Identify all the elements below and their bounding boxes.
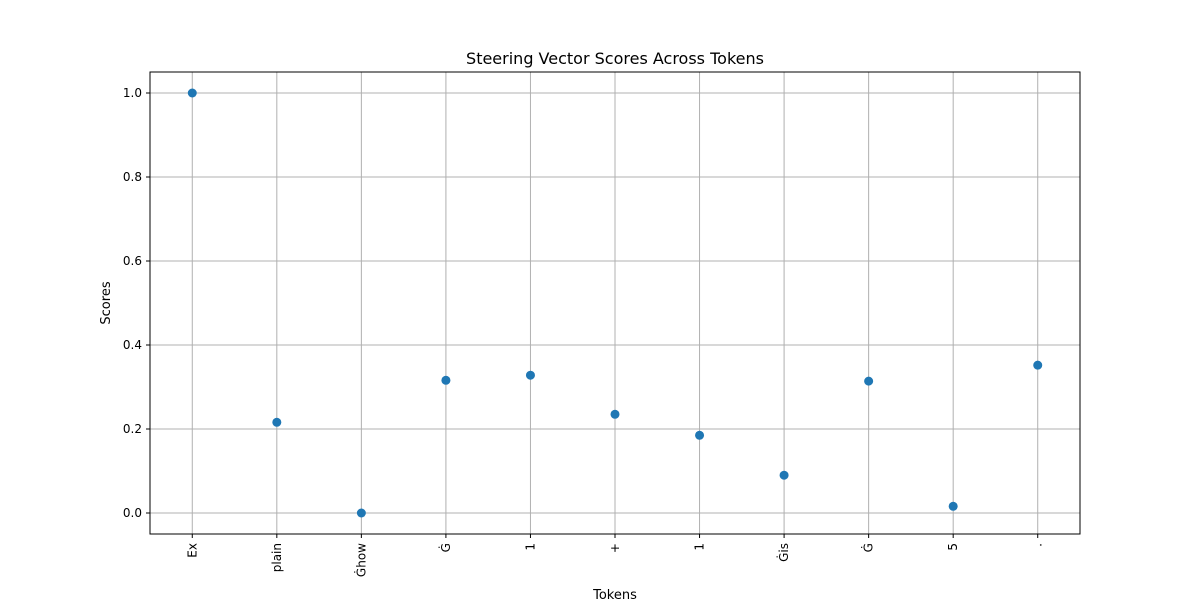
x-tick-label: Ġ xyxy=(860,543,876,552)
data-point xyxy=(695,430,705,440)
x-tick-label: . xyxy=(1031,543,1045,547)
x-tick-label: Ġ xyxy=(437,543,453,552)
data-point xyxy=(864,376,874,386)
x-tick-label: + xyxy=(608,543,622,553)
x-axis-label: Tokens xyxy=(592,588,637,600)
data-point xyxy=(441,375,451,385)
data-point xyxy=(610,409,620,419)
y-tick-label: 0.8 xyxy=(123,170,142,184)
axis-ticks: Ex plain Ġhow Ġ 1 +1 Ġis Ġ 5. 0.0 0.2 0.4 0.6 0.8 1.0 xyxy=(123,86,1045,577)
x-tick-label: Ex xyxy=(185,543,199,558)
data-point xyxy=(187,88,197,98)
chart-title: Steering Vector Scores Across Tokens xyxy=(466,49,764,68)
data-point xyxy=(272,417,282,427)
x-tick-label: Ġhow xyxy=(352,543,368,577)
y-tick-label: 0.4 xyxy=(123,338,142,352)
data-point xyxy=(1033,360,1043,370)
y-tick-label: 1.0 xyxy=(123,86,142,100)
y-axis-label: Scores xyxy=(99,281,114,324)
y-tick-label: 0.2 xyxy=(123,422,142,436)
y-tick-label: 0.0 xyxy=(123,506,142,520)
data-points xyxy=(187,88,1043,518)
x-tick-label: plain xyxy=(270,543,284,572)
data-point xyxy=(356,508,366,518)
y-tick-label: 0.6 xyxy=(123,254,142,268)
data-point xyxy=(525,370,535,380)
x-tick-label: 1 xyxy=(693,543,707,551)
data-point xyxy=(779,470,789,480)
x-tick-label: Ġis xyxy=(775,543,791,562)
grid-lines xyxy=(150,72,1080,534)
data-point xyxy=(948,501,958,511)
x-tick-label: 1 xyxy=(523,543,537,551)
x-tick-label: 5 xyxy=(946,543,960,551)
